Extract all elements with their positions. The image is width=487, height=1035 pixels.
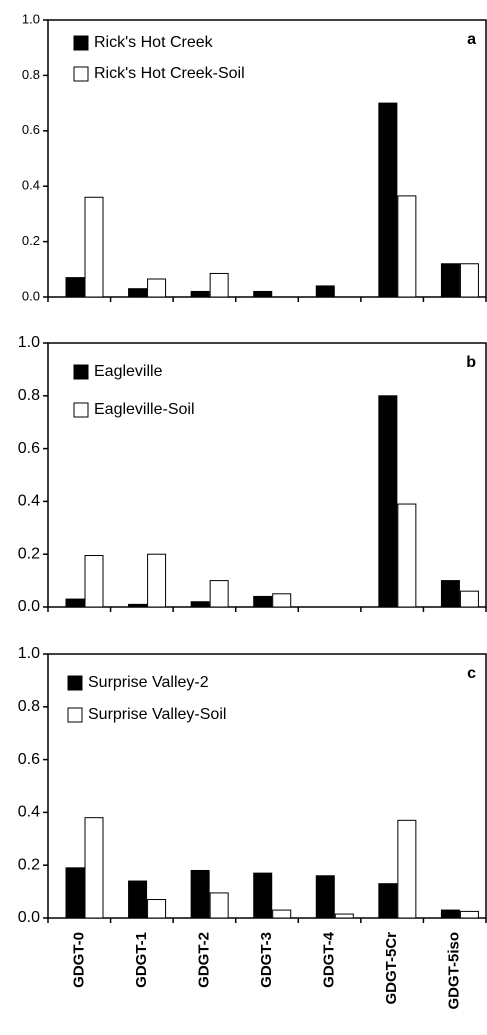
legend-swatch [73,402,89,418]
y-tick-label: 0.6 [22,122,40,137]
bar [84,196,104,298]
legend-label: Eagleville [94,363,163,380]
x-tick-label: GDGT-3 [258,932,275,988]
bar [128,603,148,608]
bar [147,278,167,298]
bar [65,277,85,298]
bar [209,580,229,608]
bar [147,899,167,919]
bar [378,102,398,298]
bar [128,288,148,298]
y-tick-label: 0.2 [22,233,40,248]
bar [459,263,479,298]
y-tick-label: 0.0 [18,909,40,926]
x-tick-label: GDGT-5Cr [383,932,400,1005]
plot-frame [47,19,487,298]
legend-swatch [73,66,89,82]
bar [315,285,335,298]
y-tick-label: 0.8 [22,67,40,82]
bar [147,553,167,608]
bar [253,872,273,919]
y-tick-label: 0.8 [18,698,40,715]
legend-swatch [67,707,83,723]
y-tick-label: 0.6 [18,751,40,768]
bar [253,595,273,608]
bar [378,883,398,919]
bar [272,909,292,919]
y-tick-label: 0.6 [18,440,40,457]
y-tick-label: 0.2 [18,545,40,562]
bar [84,555,104,608]
bar [440,909,460,919]
bar [378,395,398,608]
y-tick-label: 0.4 [18,493,40,510]
bar [65,867,85,919]
y-tick-label: 1.0 [22,11,40,26]
x-tick-label: GDGT-5iso [446,932,463,1010]
y-tick-label: 1.0 [18,334,40,351]
y-tick-label: 0.4 [18,804,40,821]
bar [209,892,229,919]
x-tick-label: GDGT-4 [321,931,338,987]
panel-label: a [467,31,476,48]
bar [440,263,460,298]
panel-label: b [466,354,476,371]
y-tick-label: 0.2 [18,856,40,873]
y-tick-label: 0.4 [22,178,40,193]
y-tick-label: 0.0 [18,598,40,615]
bar [272,593,292,608]
bar [397,819,417,919]
bar [459,910,479,919]
y-tick-label: 1.0 [18,645,40,662]
legend-label: Surprise Valley-2 [88,674,209,691]
legend-label: Eagleville-Soil [94,401,195,418]
bar [190,290,210,298]
bar [84,817,104,919]
bar [315,875,335,919]
legend-label: Rick's Hot Creek [94,34,214,51]
bar [397,195,417,298]
bar [334,913,354,919]
y-tick-label: 0.0 [22,288,40,303]
bar [209,272,229,298]
x-tick-label: GDGT-0 [70,932,87,988]
legend-label: Surprise Valley-Soil [88,706,226,723]
bar [440,580,460,608]
legend-swatch [73,364,89,380]
legend-swatch [73,35,89,51]
y-tick-label: 0.8 [18,387,40,404]
bar [397,503,417,608]
legend-label: Rick's Hot Creek-Soil [94,65,245,82]
panel-label: c [467,665,476,682]
plot-frame [47,342,487,608]
x-tick-label: GDGT-2 [195,932,212,988]
bar [190,869,210,919]
legend-swatch [67,675,83,691]
bar [128,880,148,919]
bar [459,590,479,608]
x-tick-label: GDGT-1 [133,932,150,988]
bar [65,598,85,608]
bar [190,601,210,608]
bar [253,290,273,298]
